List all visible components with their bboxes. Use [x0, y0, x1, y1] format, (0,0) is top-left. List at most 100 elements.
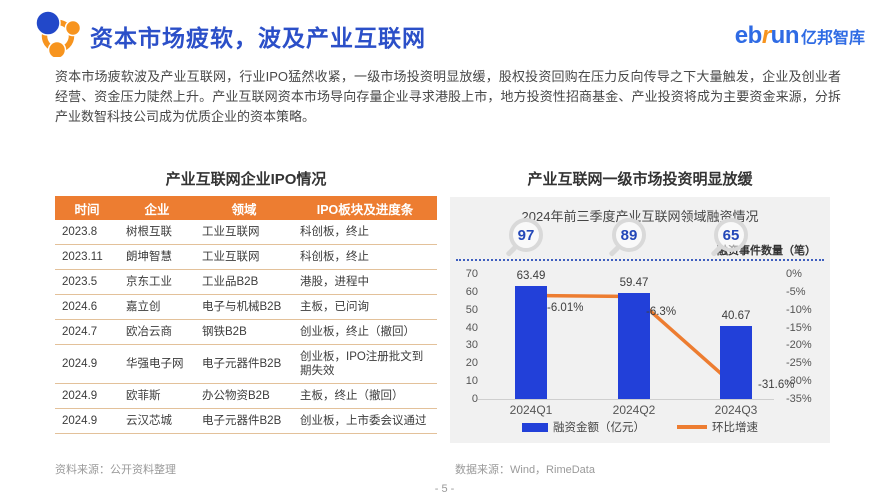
- table-row: 2024.9 欧菲斯 办公物资B2B 主板，终止（撤回）: [55, 383, 437, 409]
- table-column-header: 领域: [195, 196, 293, 220]
- left-axis-tick: 70: [465, 268, 478, 280]
- table-row: 2023.8 树根互联 工业互联网 科创板，终止: [55, 220, 437, 245]
- ebrun-logo-cn: 亿邦智库: [800, 30, 865, 47]
- event-count-value: 65: [722, 226, 740, 244]
- table-row: 2024.9 云汉芯城 电子元器件B2B 创业板，上市委会议通过: [55, 408, 437, 434]
- right-axis-tick: -20%: [786, 339, 812, 352]
- chart-subtitle: 2024年前三季度产业互联网领域融资情况: [521, 209, 759, 224]
- table-cell: 工业品B2B: [195, 269, 293, 295]
- table-row: 2024.7 欧冶云商 钢铁B2B 创业板，终止（撤回）: [55, 319, 437, 345]
- chart-source: 数据来源：Wind，RimeData: [455, 464, 595, 476]
- table-cell: 工业互联网: [195, 220, 293, 245]
- table-cell: 科创板，终止: [293, 244, 437, 270]
- x-axis-line: [478, 399, 774, 400]
- table-cell: 华强电子网: [119, 344, 195, 384]
- table-cell: 创业板，上市委会议通过: [293, 408, 437, 434]
- table-cell: 2024.9: [55, 383, 119, 409]
- right-axis-tick: -15%: [786, 321, 812, 334]
- chart-title: 产业互联网一级市场投资明显放缓: [527, 171, 753, 188]
- table-cell: 2024.7: [55, 319, 119, 345]
- legend-bar-swatch: [522, 422, 548, 432]
- table-header: 时间 企业 领域 IPO板块及进度条: [55, 196, 437, 220]
- intro-paragraph: 资本市场疲软波及产业互联网，行业IPO猛然收紧，一级市场投资明显放缓，股权投资回…: [55, 69, 841, 124]
- ebrun-logo-text: ebrun: [734, 22, 800, 49]
- legend-item: 环比增速: [677, 419, 758, 435]
- table-cell: 朗坤智慧: [119, 244, 195, 270]
- bar-value-label: 59.47: [619, 276, 649, 289]
- magnifier-handle: [505, 244, 518, 258]
- event-count-value: 89: [620, 226, 638, 244]
- section-logo-icon: [35, 11, 80, 57]
- table-row: 2023.5 京东工业 工业品B2B 港股，进程中: [55, 269, 437, 295]
- table-cell: 云汉芯城: [119, 408, 195, 434]
- legend-label: 融资金额（亿元）: [553, 422, 645, 434]
- ipo-table: 时间 企业 领域 IPO板块及进度条 2023.8 树根互联 工业互联网 科创板，终止 202…: [55, 196, 437, 434]
- table-cell: 2023.8: [55, 220, 119, 245]
- table-cell: 创业板，IPO注册批文到期失效: [293, 344, 437, 384]
- magnifier-icon: 89: [608, 218, 646, 258]
- event-count-value: 97: [517, 226, 535, 244]
- table-column-header: 时间: [55, 196, 119, 220]
- table-cell: 京东工业: [119, 269, 195, 295]
- left-axis-tick: 20: [465, 357, 478, 370]
- left-axis-tick: 10: [465, 375, 478, 388]
- growth-value-label: -6.3%: [646, 305, 677, 318]
- page-title: 资本市场疲软，波及产业互联网: [90, 25, 426, 51]
- table-row: 2024.6 嘉立创 电子与机械B2B 主板，已问询: [55, 294, 437, 320]
- ebrun-logo: ebrun 亿邦智库: [735, 22, 865, 50]
- table-cell: 创业板，终止（撤回）: [293, 319, 437, 345]
- table-row: 2024.9 华强电子网 电子元器件B2B 创业板，IPO注册批文到期失效: [55, 344, 437, 384]
- table-cell: 欧菲斯: [119, 383, 195, 409]
- growth-value-label: -31.6%: [758, 378, 795, 391]
- table-cell: 树根互联: [119, 220, 195, 245]
- table-title: 产业互联网企业IPO情况: [165, 171, 327, 188]
- table-cell: 欧冶云商: [119, 319, 195, 345]
- table-cell: 工业互联网: [195, 244, 293, 270]
- funding-chart: 2024年前三季度产业互联网领域融资情况 融资事件数量（笔） 融资金额（亿元）环…: [450, 197, 830, 443]
- bar-value-label: 63.49: [516, 269, 546, 282]
- table-cell: 嘉立创: [119, 294, 195, 320]
- right-axis-tick: 0%: [786, 268, 802, 280]
- left-axis-tick: 40: [465, 321, 478, 334]
- page-number: - 5 -: [434, 483, 455, 495]
- table-cell: 2024.9: [55, 344, 119, 384]
- x-axis-label: 2024Q2: [612, 403, 656, 417]
- table-cell: 主板，已问询: [293, 294, 437, 320]
- table-cell: 电子元器件B2B: [195, 408, 293, 434]
- table-cell: 2023.11: [55, 244, 119, 270]
- magnifier-icon: 65: [710, 218, 748, 258]
- right-axis-tick: -25%: [786, 357, 812, 370]
- magnifier-handle: [608, 244, 621, 258]
- table-cell: 电子元器件B2B: [195, 344, 293, 384]
- legend-line-swatch: [677, 425, 707, 429]
- funding-bar: [720, 326, 752, 399]
- right-axis-tick: -10%: [786, 303, 812, 316]
- table-column-header: IPO板块及进度条: [293, 196, 437, 220]
- growth-value-label: -6.01%: [547, 302, 584, 315]
- funding-bar: [618, 292, 650, 399]
- table-row: 2023.11 朗坤智慧 工业互联网 科创板，终止: [55, 244, 437, 270]
- right-axis-tick: -35%: [786, 393, 812, 405]
- magnifier-icon: 97: [505, 218, 543, 258]
- legend-item: 融资金额（亿元）: [522, 419, 645, 435]
- table-cell: 办公物资B2B: [195, 383, 293, 409]
- left-axis-tick: 50: [465, 303, 478, 316]
- right-axis-tick: -5%: [786, 285, 806, 298]
- table-cell: 主板，终止（撤回）: [293, 383, 437, 409]
- table-cell: 电子与机械B2B: [195, 294, 293, 320]
- dotted-divider: [456, 259, 824, 261]
- table-cell: 科创板，终止: [293, 220, 437, 245]
- funding-bar: [515, 285, 547, 399]
- table-column-header: 企业: [119, 196, 195, 220]
- left-axis-tick: 0: [471, 393, 478, 405]
- left-axis-tick: 60: [465, 285, 478, 298]
- x-axis-label: 2024Q3: [714, 403, 758, 417]
- chart-legend: 融资金额（亿元） 环比增速: [450, 419, 830, 435]
- table-cell: 钢铁B2B: [195, 319, 293, 345]
- left-axis-tick: 30: [465, 339, 478, 352]
- table-cell: 2024.9: [55, 408, 119, 434]
- table-source: 资料来源：公开资料整理: [55, 464, 176, 476]
- right-axis-tick: -30%: [786, 375, 812, 388]
- bar-value-label: 40.67: [721, 310, 751, 323]
